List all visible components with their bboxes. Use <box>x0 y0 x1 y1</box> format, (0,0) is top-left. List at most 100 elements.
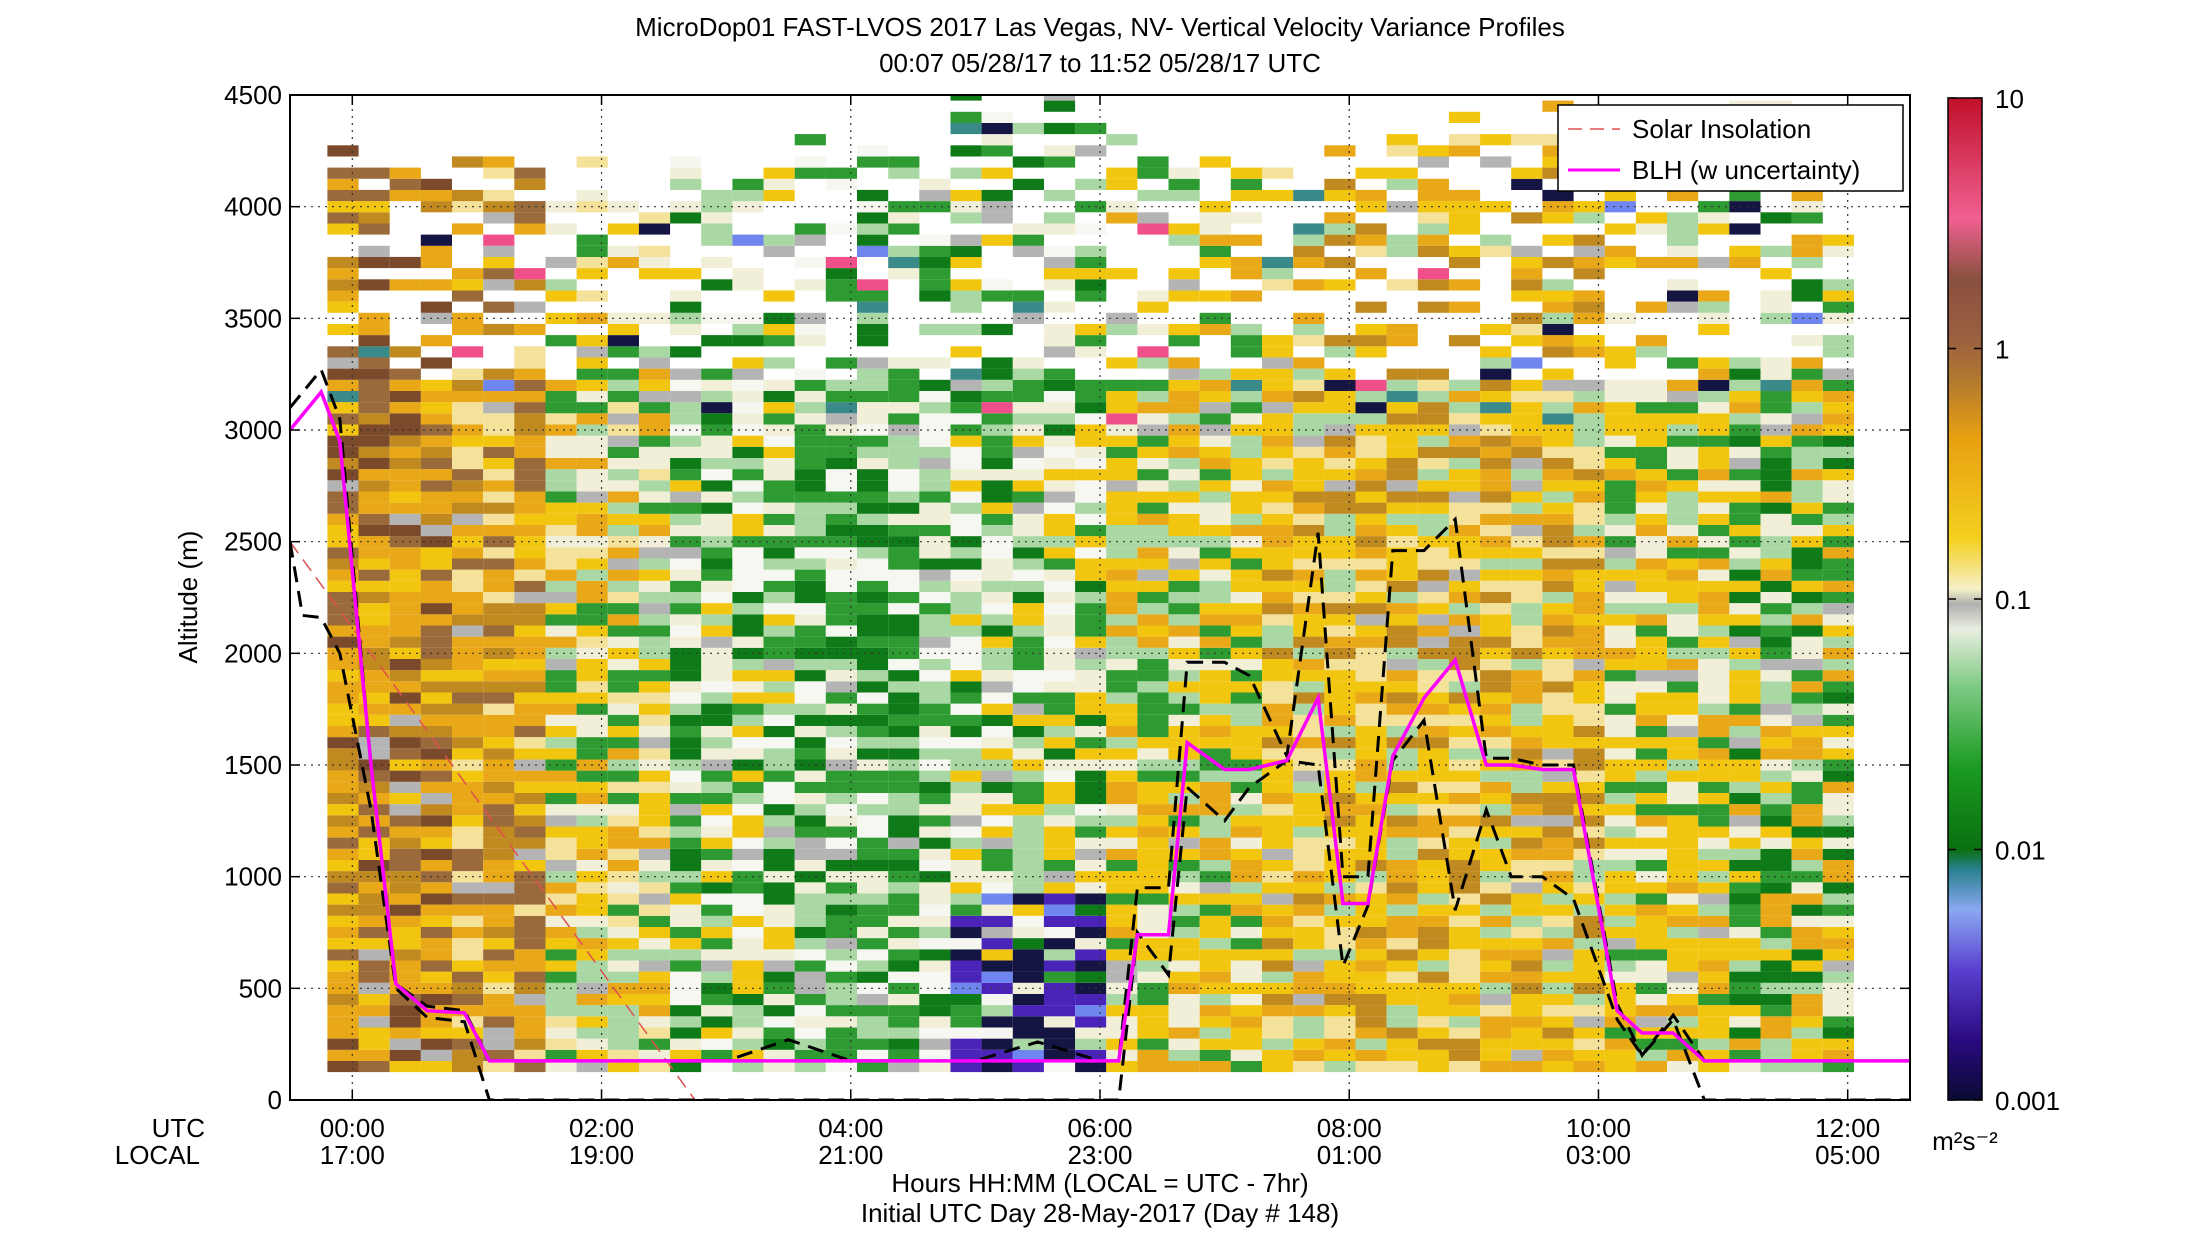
heatmap-cell <box>483 480 515 492</box>
heatmap-cell <box>1417 781 1449 793</box>
heatmap-cell <box>1199 1027 1231 1039</box>
heatmap-cell <box>1791 938 1823 950</box>
heatmap-cell <box>576 893 608 905</box>
heatmap-cell <box>1230 647 1262 659</box>
heatmap-cell <box>825 547 857 559</box>
heatmap-cell <box>1480 1038 1512 1050</box>
heatmap-cell <box>452 591 484 604</box>
heatmap-cell <box>1791 536 1823 548</box>
heatmap-cell <box>888 446 920 458</box>
heatmap-cell <box>981 457 1013 470</box>
heatmap-cell <box>1822 346 1854 358</box>
heatmap-cell <box>1012 558 1044 570</box>
heatmap-cell <box>825 268 857 280</box>
heatmap-cell <box>1822 1038 1854 1050</box>
heatmap-cell <box>327 815 359 827</box>
heatmap-cell <box>888 357 920 369</box>
heatmap-cell <box>1262 268 1294 280</box>
heatmap-cell <box>483 212 515 224</box>
heatmap-cell <box>1573 636 1605 648</box>
heatmap-cell <box>1635 837 1667 849</box>
heatmap-cell <box>1729 714 1761 726</box>
heatmap-cell <box>1542 938 1574 950</box>
heatmap-cell <box>1230 212 1262 224</box>
x-row-label-utc: UTC <box>152 1113 205 1143</box>
heatmap-cell <box>420 703 452 715</box>
heatmap-cell <box>1106 904 1138 916</box>
heatmap-cell <box>1199 446 1231 458</box>
heatmap-cell <box>420 982 452 994</box>
heatmap-cell <box>1698 982 1730 994</box>
heatmap-cell <box>514 513 546 525</box>
heatmap-cell <box>576 636 608 648</box>
heatmap-cell <box>1355 658 1387 671</box>
heatmap-cell <box>1043 256 1076 269</box>
heatmap-cell <box>919 402 951 414</box>
heatmap-cell <box>1667 781 1699 793</box>
heatmap-cell <box>1729 223 1761 235</box>
heatmap-cell <box>1635 513 1667 525</box>
heatmap-cell <box>1791 491 1823 503</box>
heatmap-cell <box>701 636 733 648</box>
heatmap-cell <box>1262 524 1294 537</box>
heatmap-cell <box>576 290 608 302</box>
heatmap-cell <box>888 614 920 626</box>
heatmap-cell <box>576 189 608 202</box>
heatmap-cell <box>1760 982 1792 994</box>
heatmap-cell <box>545 379 577 391</box>
heatmap-cell <box>1417 301 1449 313</box>
heatmap-cell <box>701 1016 733 1028</box>
heatmap-cell <box>1822 993 1854 1006</box>
heatmap-cell <box>576 882 608 894</box>
heatmap-cell <box>1137 915 1169 927</box>
heatmap-cell <box>514 1005 546 1017</box>
heatmap-cell <box>1230 435 1262 447</box>
heatmap-cell <box>1386 603 1418 615</box>
heatmap-cell <box>950 122 982 135</box>
heatmap-cell <box>794 759 826 771</box>
heatmap-cell <box>1043 469 1076 481</box>
heatmap-cell <box>857 189 889 202</box>
heatmap-cell <box>327 982 359 994</box>
heatmap-cell <box>1355 424 1387 436</box>
heatmap-cell <box>1230 558 1262 570</box>
heatmap-cell <box>1480 346 1512 358</box>
heatmap-cell <box>1262 457 1294 470</box>
heatmap-cell <box>483 536 515 548</box>
heatmap-cell <box>670 770 702 782</box>
heatmap-cell <box>1511 290 1543 302</box>
heatmap-cell <box>607 837 639 849</box>
heatmap-cell <box>607 625 639 637</box>
heatmap-cell <box>1822 558 1854 570</box>
heatmap-cell <box>1168 402 1200 414</box>
heatmap-cell <box>514 703 546 715</box>
heatmap-cell <box>1012 636 1044 648</box>
heatmap-cell <box>1480 390 1512 403</box>
heatmap-cell <box>794 1027 826 1039</box>
heatmap-cell <box>825 379 857 391</box>
heatmap-cell <box>919 1016 951 1028</box>
heatmap-cell <box>1012 413 1044 425</box>
heatmap-cell <box>1012 871 1044 883</box>
heatmap-cell <box>452 413 484 425</box>
heatmap-cell <box>576 681 608 693</box>
heatmap-cell <box>1137 971 1169 983</box>
heatmap-cell <box>1635 792 1667 805</box>
heatmap-cell <box>1199 223 1231 235</box>
heatmap-cell <box>1542 748 1574 760</box>
heatmap-cell <box>1542 658 1574 671</box>
heatmap-cell <box>607 681 639 693</box>
heatmap-cell <box>483 1038 515 1050</box>
heatmap-cell <box>607 703 639 715</box>
heatmap-cell <box>1729 1016 1761 1028</box>
heatmap-cell <box>732 915 764 927</box>
heatmap-cell <box>1230 580 1262 592</box>
heatmap-cell <box>1386 1060 1418 1073</box>
heatmap-cell <box>1386 201 1418 213</box>
heatmap-cell <box>981 469 1013 481</box>
heatmap-cell <box>732 748 764 760</box>
heatmap-cell <box>1417 926 1449 939</box>
heatmap-cell <box>1386 636 1418 648</box>
heatmap-cell <box>1635 524 1667 537</box>
x-tick-label-utc: 04:00 <box>818 1113 883 1143</box>
